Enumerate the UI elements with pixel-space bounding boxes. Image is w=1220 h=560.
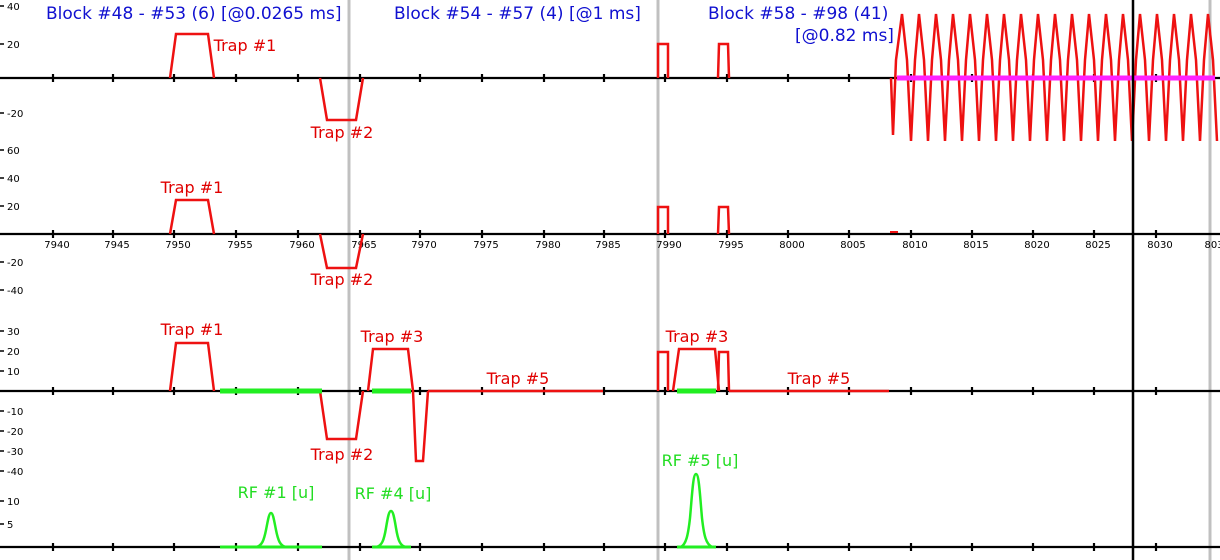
gy-tick-60: 60: [7, 146, 20, 157]
x-tick-8005: 8005: [840, 240, 865, 251]
gz-trap3-second: [671, 347, 721, 392]
gz-trap2-label: Trap #2: [310, 445, 374, 464]
rf-tick-5: 5: [7, 520, 13, 531]
rf5-label: RF #5 [u]: [662, 451, 739, 470]
gx-spike-2: [716, 42, 731, 79]
x-tick-8030: 8030: [1147, 240, 1172, 251]
x-tick-7990: 7990: [656, 240, 681, 251]
gy-trap1-label: Trap #1: [160, 178, 224, 197]
x-tick-7940: 7940: [44, 240, 69, 251]
lane-gx: 40 20 -20 Trap #1 Trap #2: [0, 2, 1220, 142]
gx-trap2: [318, 77, 365, 122]
x-tick-7950: 7950: [165, 240, 190, 251]
x-tick-7945: 7945: [104, 240, 129, 251]
gz-tick-neg10: -10: [7, 407, 23, 418]
x-tick-8015: 8015: [963, 240, 988, 251]
gz-tick-20: 20: [7, 347, 20, 358]
x-tick-803-clipped: 803: [1204, 240, 1220, 251]
gz-trap5-label-first: Trap #5: [486, 369, 550, 388]
gz-tick-30: 30: [7, 327, 20, 338]
gx-trap2-label: Trap #2: [310, 123, 374, 142]
gy-trap2-label: Trap #2: [310, 270, 374, 289]
rf4-label: RF #4 [u]: [355, 484, 432, 503]
gx-trap1-label: Trap #1: [213, 36, 277, 55]
gz-spike-1: [656, 350, 670, 391]
block-label-54-57: Block #54 - #57 (4) [@1 ms]: [394, 4, 641, 24]
rf-pulse-1: [255, 511, 287, 549]
x-tick-7975: 7975: [473, 240, 498, 251]
gz-trap3-label-second: Trap #3: [665, 327, 729, 346]
x-tick-7985: 7985: [595, 240, 620, 251]
gx-tick-20: 20: [7, 40, 20, 51]
gy-trap1: [168, 198, 216, 235]
gz-trap3-label-first: Trap #3: [360, 327, 424, 346]
rf-pulse-5: [680, 472, 713, 549]
x-tick-8000: 8000: [779, 240, 804, 251]
x-tick-7980: 7980: [535, 240, 560, 251]
gy-tick-neg20: -20: [7, 258, 23, 269]
gz-spike-2: [716, 350, 731, 392]
gz-rewinder-1: [411, 390, 430, 463]
x-tick-8025: 8025: [1085, 240, 1110, 251]
gy-spike-1: [656, 205, 670, 234]
gz-tick-10: 10: [7, 367, 20, 378]
x-tick-7995: 7995: [718, 240, 743, 251]
gz-tick-neg30: -30: [7, 447, 23, 458]
gy-tick-20: 20: [7, 202, 20, 213]
gz-trap1-label: Trap #1: [160, 320, 224, 339]
rf-tick-10: 10: [7, 497, 20, 508]
x-tick-7955: 7955: [227, 240, 252, 251]
gx-readout-wave: [889, 13, 1219, 142]
gy-trap2: [318, 233, 365, 270]
rf1-label: RF #1 [u]: [238, 483, 315, 502]
rf-pulse-4: [375, 509, 407, 549]
gx-tick-40: 40: [7, 2, 20, 13]
x-tick-8010: 8010: [902, 240, 927, 251]
block-label-58-98: Block #58 - #98 (41): [708, 4, 888, 24]
gx-spike-1: [656, 42, 670, 78]
gz-trap5-label-second: Trap #5: [787, 369, 851, 388]
gy-spike-2: [716, 205, 731, 235]
gy-tick-40: 40: [7, 174, 20, 185]
gz-tick-neg40: -40: [7, 467, 23, 478]
block-label-48-53: Block #48 - #53 (6) [@0.0265 ms]: [46, 4, 342, 24]
gz-trap1: [168, 341, 216, 392]
x-tick-7960: 7960: [289, 240, 314, 251]
x-tick-7965: 7965: [351, 240, 376, 251]
lane-rf: 10 5 RF #1 [u] RF #4 [u] RF #5 [u]: [0, 451, 1220, 551]
gy-tick-neg40: -40: [7, 286, 23, 297]
lane-gz: 30 20 10 -10 -20 -30 -40 Trap #1 Trap #2…: [0, 320, 1220, 478]
lane-gy: 7940 7945 7950 7955 7960 7965 7970 7975 …: [0, 146, 1220, 297]
gz-trap3-first: [366, 347, 415, 392]
block-label-58-98-timing: [@0.82 ms]: [795, 26, 894, 46]
time-axis-labels: 7940 7945 7950 7955 7960 7965 7970 7975 …: [44, 240, 1220, 251]
gx-tick-neg20: -20: [7, 109, 23, 120]
x-tick-8020: 8020: [1024, 240, 1049, 251]
gx-trap1: [168, 32, 216, 79]
x-tick-7970: 7970: [411, 240, 436, 251]
gz-trap2: [318, 390, 365, 441]
gz-tick-neg20: -20: [7, 427, 23, 438]
